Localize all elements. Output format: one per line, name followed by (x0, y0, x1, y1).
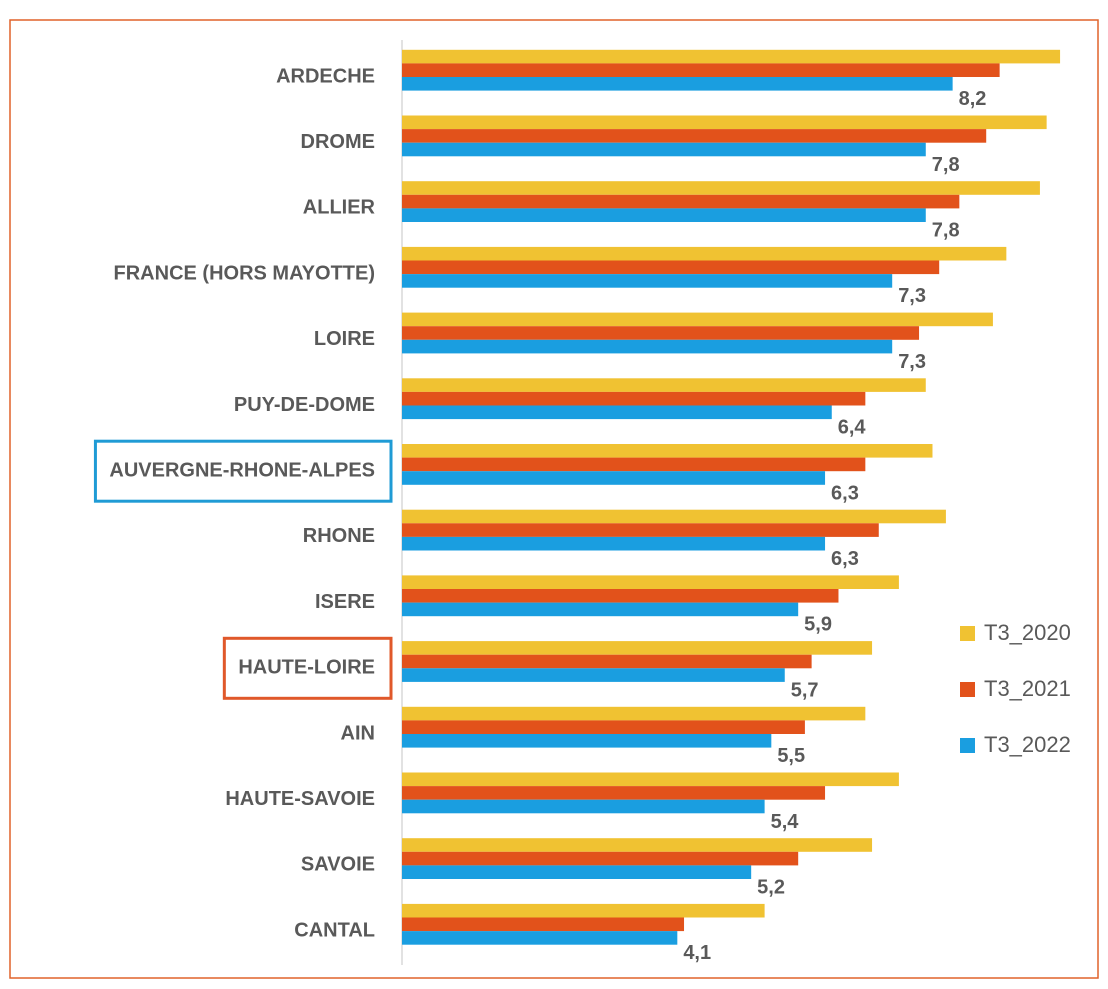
category-label: HAUTE-SAVOIE (225, 788, 375, 810)
value-label: 8,2 (959, 88, 987, 110)
bar (402, 786, 826, 800)
category-label: PUY-DE-DOME (234, 394, 375, 416)
bar (402, 536, 826, 551)
bar (402, 129, 987, 143)
bar (402, 838, 873, 852)
category-label: ARDECHE (276, 65, 375, 87)
category-label: RHONE (303, 525, 375, 547)
bar (402, 654, 812, 669)
bar (402, 931, 678, 945)
value-label: 7,8 (932, 219, 960, 241)
frame (9, 19, 1099, 979)
bar (402, 851, 799, 866)
value-label: 5,7 (791, 679, 819, 701)
legend-label: T3_2022 (984, 732, 1071, 757)
bar (402, 641, 873, 655)
bar (402, 706, 866, 721)
bar (402, 509, 946, 524)
bar (402, 260, 940, 275)
bar (402, 799, 765, 814)
legend-label: T3_2021 (984, 676, 1071, 701)
value-label: 7,3 (898, 351, 926, 373)
legend-swatch (960, 738, 975, 753)
bar (402, 181, 1040, 195)
value-label: 5,5 (777, 745, 805, 767)
bar (402, 865, 752, 879)
bar (402, 339, 893, 354)
bar (402, 523, 879, 537)
bar (402, 391, 866, 406)
bar (402, 917, 685, 932)
label-box (93, 439, 393, 503)
category-label: AUVERGNE-RHONE-ALPES (109, 459, 375, 481)
category-label: DROME (301, 131, 375, 153)
bar (402, 378, 926, 392)
bar (402, 457, 866, 472)
bar (402, 326, 920, 340)
category-label: SAVOIE (301, 854, 375, 876)
bar (402, 589, 839, 603)
label-box (222, 636, 393, 700)
value-label: 4,1 (683, 942, 711, 964)
bar (402, 471, 826, 485)
bar (402, 668, 785, 682)
value-label: 7,8 (932, 154, 960, 176)
bar (402, 602, 799, 617)
category-label: LOIRE (314, 328, 375, 350)
category-label: FRANCE (HORS MAYOTTE) (114, 262, 375, 284)
bar (402, 208, 926, 222)
bar (402, 77, 953, 91)
legend-swatch (960, 626, 975, 641)
category-label: AIN (341, 722, 375, 744)
bar (402, 720, 805, 734)
value-label: 5,9 (804, 614, 832, 636)
legend-swatch (960, 682, 975, 697)
bar (402, 274, 893, 288)
bar (402, 49, 1061, 64)
bar (402, 246, 1007, 261)
bar (402, 312, 993, 327)
bar (402, 903, 765, 918)
category-label: CANTAL (294, 919, 375, 941)
category-label: HAUTE-LOIRE (238, 657, 375, 679)
bar (402, 142, 926, 157)
bar (402, 63, 1000, 77)
value-label: 5,2 (757, 876, 785, 898)
value-label: 6,3 (831, 548, 859, 570)
bar (402, 444, 933, 458)
value-label: 7,3 (898, 285, 926, 307)
bar (402, 115, 1047, 130)
bar (402, 405, 832, 420)
value-label: 6,4 (838, 417, 867, 439)
category-label: ISERE (315, 591, 375, 613)
category-label: ALLIER (303, 197, 376, 219)
value-label: 6,3 (831, 482, 859, 504)
bar (402, 734, 772, 748)
bar (402, 194, 960, 209)
value-label: 5,4 (771, 811, 800, 833)
legend-label: T3_2020 (984, 620, 1071, 645)
bar (402, 772, 899, 787)
bar (402, 575, 899, 589)
